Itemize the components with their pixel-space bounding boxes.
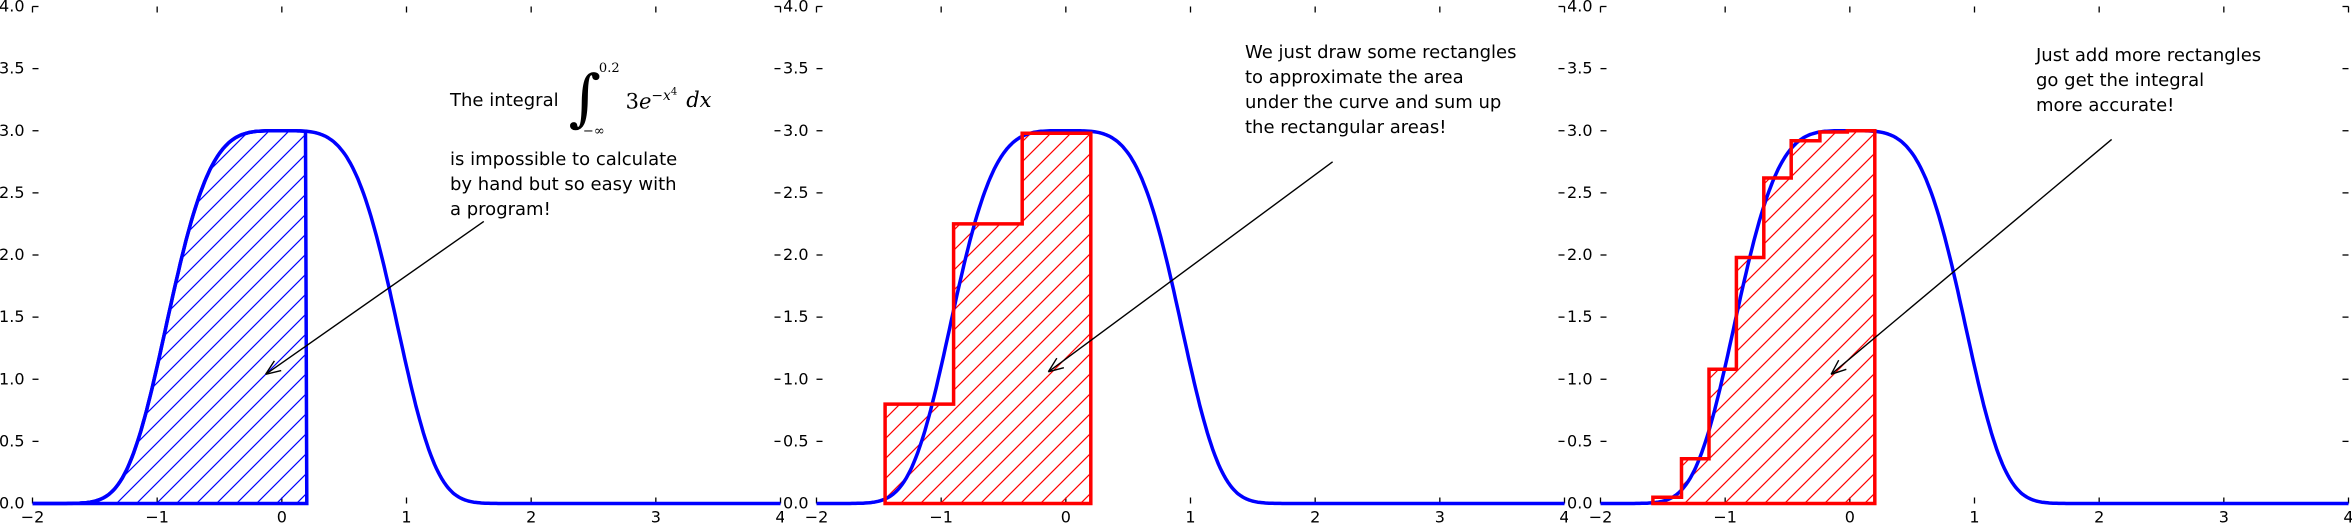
y-tick-label: 2.5 bbox=[784, 183, 809, 202]
x-tick-label: 3 bbox=[651, 508, 661, 524]
x-tick-label: 1 bbox=[1185, 508, 1195, 524]
integral-sign-glyph: ∫ bbox=[568, 60, 601, 134]
x-tick-label: 4 bbox=[2343, 508, 2352, 524]
integral-formula: The integral ∫ 0.2 −∞ 3e−x4 dx bbox=[450, 57, 712, 143]
x-tick-label: −2 bbox=[1589, 508, 1613, 524]
annotation-line: by hand but so easy with bbox=[450, 174, 677, 195]
y-tick-label: 1.5 bbox=[1568, 307, 1593, 326]
hatched-rectangle-area bbox=[1652, 130, 1875, 504]
y-tick-label: 3.5 bbox=[784, 59, 809, 78]
arrowhead bbox=[1830, 359, 1840, 375]
x-tick-label: 4 bbox=[1559, 508, 1568, 524]
hatched-rectangle-area bbox=[885, 133, 1091, 504]
annotation-line: Just add more rectangles bbox=[2036, 45, 2262, 66]
y-tick-label: 2.0 bbox=[1568, 245, 1593, 264]
y-tick-label: 0.5 bbox=[784, 431, 809, 450]
rectangles-outline bbox=[1651, 129, 1877, 506]
annotation-text: We just draw some rectangles to approxim… bbox=[1245, 40, 1516, 140]
integral-limits: 0.2 −∞ bbox=[583, 61, 620, 139]
y-tick-label: 0.0 bbox=[1568, 494, 1593, 513]
arrowhead bbox=[265, 360, 275, 375]
x-tick-label: 2 bbox=[2094, 508, 2104, 524]
annotation-line: go get the integral bbox=[2036, 70, 2205, 91]
annotation-arrow bbox=[265, 220, 485, 375]
x-tick-label: −2 bbox=[21, 508, 45, 524]
annotation-fine-rectangles: Just add more rectangles go get the inte… bbox=[2036, 43, 2261, 118]
annotation-arrow bbox=[1830, 138, 2113, 375]
y-tick-label: 0.0 bbox=[0, 494, 25, 513]
y-tick-label: 4.0 bbox=[1568, 0, 1593, 16]
y-tick-label: 1.5 bbox=[784, 307, 809, 326]
x-tick-label: 4 bbox=[775, 508, 784, 524]
x-tick-label: −1 bbox=[145, 508, 169, 524]
arrowhead bbox=[1048, 367, 1065, 373]
function-curve bbox=[1600, 129, 2349, 506]
x-tick-label: 3 bbox=[2219, 508, 2229, 524]
x-tick-label: 2 bbox=[1310, 508, 1320, 524]
panel-exact-integral: −2 −1 0 1 2 3 4 0.0 0.5 1.0 1.5 2.0 2.5 3.0 3.5 4.0 The… bbox=[0, 0, 784, 524]
y-tick-label: 0.5 bbox=[0, 431, 25, 450]
annotation-text: is impossible to calculate by hand but s… bbox=[450, 147, 712, 222]
y-tick-label: 4.0 bbox=[0, 0, 25, 16]
arrowhead bbox=[1830, 368, 1847, 375]
y-tick-label: 3.0 bbox=[0, 121, 25, 140]
y-tick-label: 2.0 bbox=[0, 245, 25, 264]
annotation-line: a program! bbox=[450, 199, 551, 220]
y-tick-label: 1.5 bbox=[0, 307, 25, 326]
y-tick-label: 2.0 bbox=[784, 245, 809, 264]
annotation-line: under the curve and sum up bbox=[1245, 92, 1502, 113]
x-tick-label: 0 bbox=[1845, 508, 1855, 524]
y-tick-label: 3.0 bbox=[1568, 121, 1593, 140]
arrowhead bbox=[265, 369, 282, 375]
formula-prefix: The integral bbox=[450, 89, 559, 111]
annotation-coarse-rectangles: We just draw some rectangles to approxim… bbox=[1245, 40, 1516, 140]
y-tick-label: 1.0 bbox=[0, 369, 25, 388]
panel-coarse-rectangles: −2 −1 0 1 2 3 4 0.0 0.5 1.0 1.5 2.0 2.5 3.0 3.5 4.0 We … bbox=[784, 0, 1568, 524]
annotation-line: the rectangular areas! bbox=[1245, 117, 1447, 138]
annotation-line: is impossible to calculate bbox=[450, 149, 678, 170]
plot-exact-integral: −2 −1 0 1 2 3 4 0.0 0.5 1.0 1.5 2.0 2.5 3.0 3.5 4.0 bbox=[0, 0, 784, 524]
y-tick-label: 4.0 bbox=[784, 0, 809, 16]
annotation-line: We just draw some rectangles bbox=[1245, 42, 1517, 63]
x-tick-label: 1 bbox=[1969, 508, 1979, 524]
y-tick-label: 3.0 bbox=[784, 121, 809, 140]
integral-upper-limit: 0.2 bbox=[598, 61, 620, 76]
x-tick-label: 1 bbox=[401, 508, 411, 524]
annotation-text: Just add more rectangles go get the inte… bbox=[2036, 43, 2261, 118]
function-curve bbox=[816, 129, 1565, 506]
y-tick-label: 0.5 bbox=[1568, 431, 1593, 450]
x-tick-label: 2 bbox=[526, 508, 536, 524]
y-tick-label: 0.0 bbox=[784, 494, 809, 513]
plot-fine-rectangles: −2 −1 0 1 2 3 4 0.0 0.5 1.0 1.5 2.0 2.5 3.0 3.5 4.0 bbox=[1568, 0, 2352, 524]
differential: dx bbox=[686, 88, 712, 112]
y-tick-label: 1.0 bbox=[1568, 369, 1593, 388]
y-tick-label: 2.5 bbox=[0, 183, 25, 202]
y-tick-label: 2.5 bbox=[1568, 183, 1593, 202]
annotation-line: to approximate the area bbox=[1245, 67, 1464, 88]
integrand: 3e−x4 bbox=[625, 86, 678, 114]
x-tick-label: −1 bbox=[929, 508, 953, 524]
x-tick-label: 3 bbox=[1435, 508, 1445, 524]
integration-boundary bbox=[32, 129, 309, 506]
y-tick-label: 1.0 bbox=[784, 369, 809, 388]
y-tick-label: 3.5 bbox=[1568, 59, 1593, 78]
arrowhead bbox=[1047, 357, 1058, 373]
annotation-exact-integral: The integral ∫ 0.2 −∞ 3e−x4 dx is imposs… bbox=[450, 57, 712, 222]
x-tick-label: −1 bbox=[1713, 508, 1737, 524]
annotation-line: more accurate! bbox=[2036, 95, 2175, 116]
x-tick-label: 0 bbox=[1061, 508, 1071, 524]
panel-fine-rectangles: −2 −1 0 1 2 3 4 0.0 0.5 1.0 1.5 2.0 2.5 3.0 3.5 4.0 Jus… bbox=[1568, 0, 2352, 524]
annotation-arrow bbox=[1047, 161, 1334, 373]
x-tick-label: −2 bbox=[805, 508, 829, 524]
integral-lower-limit: −∞ bbox=[582, 124, 605, 139]
rectangles-outline bbox=[883, 131, 1093, 506]
plot-coarse-rectangles: −2 −1 0 1 2 3 4 0.0 0.5 1.0 1.5 2.0 2.5 3.0 3.5 4.0 bbox=[784, 0, 1568, 524]
x-tick-label: 0 bbox=[277, 508, 287, 524]
y-tick-label: 3.5 bbox=[0, 59, 25, 78]
